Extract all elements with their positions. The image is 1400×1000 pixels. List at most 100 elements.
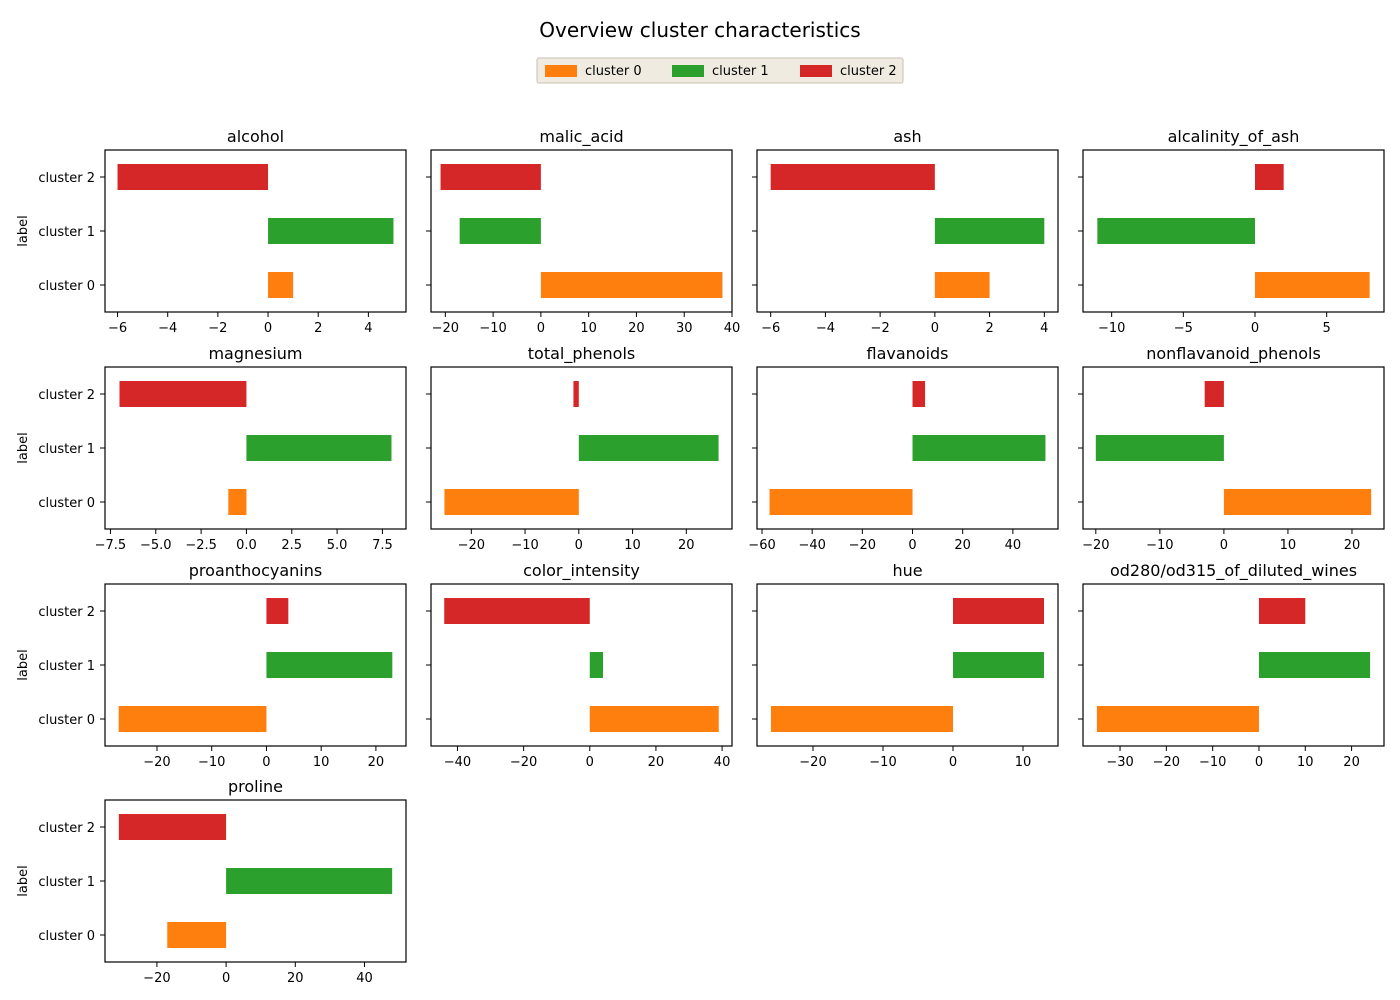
subplot-alcohol: alcohol −6 −4 −2 0 2 4 cluster 0 cluster 1 cluste… — [16, 127, 407, 336]
bar-cluster-0 — [540, 272, 723, 298]
subplot-title: total_phenols — [528, 344, 635, 364]
x-tick-label: 0 — [262, 755, 270, 770]
x-tick-label: −10 — [511, 538, 538, 553]
legend: cluster 0 cluster 1 cluster 2 — [536, 57, 904, 84]
figure-title: Overview cluster characteristics — [539, 18, 860, 42]
x-tick-label: 40 — [1005, 538, 1022, 553]
y-tick-label: cluster 0 — [38, 713, 95, 728]
x-tick-label: 10 — [313, 755, 330, 770]
x-tick-label: 20 — [954, 538, 971, 553]
x-tick-label: −20 — [458, 538, 485, 553]
bar-cluster-0 — [167, 922, 227, 948]
x-tick-label: −2.5 — [185, 538, 217, 553]
x-tick-label: 20 — [628, 321, 645, 336]
x-tick-label: −2 — [871, 321, 890, 336]
bar-cluster-1 — [1258, 652, 1371, 678]
x-tick-label: 0 — [264, 321, 272, 336]
x-tick-label: −5.0 — [140, 538, 172, 553]
bar-cluster-2 — [1258, 598, 1306, 624]
x-tick-label: −40 — [798, 538, 825, 553]
bar-cluster-1 — [589, 652, 603, 678]
x-tick-label: −20 — [143, 755, 170, 770]
x-tick-label: 20 — [287, 971, 304, 986]
x-tick-label: −4 — [816, 321, 835, 336]
subplot-total_phenols: total_phenols −20 −10 0 10 20 — [426, 344, 733, 553]
subplot-title: proanthocyanins — [189, 561, 322, 580]
bar-cluster-1 — [459, 218, 541, 244]
x-tick-label: 0 — [908, 538, 916, 553]
subplot-proanthocyanins: proanthocyanins −20 −10 0 10 20 cluster 0 clust… — [16, 561, 407, 770]
x-tick-label: −10 — [869, 755, 896, 770]
legend-swatch — [800, 65, 832, 77]
y-tick-label: cluster 1 — [38, 442, 95, 457]
subplot-title: proline — [228, 777, 283, 796]
bar-cluster-2 — [953, 598, 1044, 624]
x-tick-label: 0 — [575, 538, 583, 553]
y-tick-label: cluster 2 — [38, 821, 95, 836]
x-tick-label: −6 — [108, 321, 127, 336]
x-tick-label: 10 — [1015, 755, 1032, 770]
x-tick-label: 0 — [537, 321, 545, 336]
x-tick-label: 40 — [724, 321, 741, 336]
x-tick-label: −10 — [1199, 755, 1226, 770]
x-tick-label: 40 — [356, 971, 373, 986]
x-tick-label: 0 — [1220, 538, 1228, 553]
y-tick-label: cluster 2 — [38, 388, 95, 403]
subplot-title: od280/od315_of_diluted_wines — [1110, 561, 1357, 581]
x-tick-label: −30 — [1106, 755, 1133, 770]
x-tick-label: −20 — [1082, 538, 1109, 553]
bar-cluster-2 — [440, 164, 541, 190]
bar-cluster-2 — [119, 381, 247, 407]
bar-cluster-0 — [118, 706, 267, 732]
x-tick-label: 7.5 — [372, 538, 393, 553]
x-tick-label: 5.0 — [327, 538, 348, 553]
bar-cluster-1 — [1095, 435, 1224, 461]
subplot-title: alcalinity_of_ash — [1168, 127, 1300, 147]
x-tick-label: −10 — [198, 755, 225, 770]
subplot-magnesium: magnesium −7.5 −5.0 −2.5 0.0 2.5 5.0 7.5 cluster… — [16, 344, 407, 553]
subplot-malic_acid: malic_acid −20 −10 0 10 20 30 40 — [426, 127, 740, 336]
x-tick-label: −2 — [208, 321, 227, 336]
subplot-title: magnesium — [208, 344, 302, 363]
x-tick-label: 40 — [714, 755, 731, 770]
bar-cluster-0 — [1223, 489, 1372, 515]
y-axis-label: label — [16, 215, 31, 246]
subplot-title: malic_acid — [539, 127, 623, 147]
subplot-ash: ash −6 −4 −2 0 2 4 — [752, 127, 1059, 336]
x-tick-label: 0.0 — [236, 538, 257, 553]
bar-cluster-1 — [912, 435, 1046, 461]
y-axis-label: label — [16, 432, 31, 463]
legend-swatch — [672, 65, 704, 77]
subplot-title: ash — [893, 127, 921, 146]
bar-cluster-2 — [117, 164, 269, 190]
y-tick-label: cluster 1 — [38, 875, 95, 890]
x-tick-label: −5 — [1174, 321, 1193, 336]
x-tick-label: −20 — [849, 538, 876, 553]
x-tick-label: 0 — [222, 971, 230, 986]
bar-cluster-0 — [589, 706, 719, 732]
x-tick-label: 4 — [364, 321, 372, 336]
x-tick-label: −40 — [444, 755, 471, 770]
x-tick-label: 5 — [1323, 321, 1331, 336]
bar-cluster-2 — [912, 381, 926, 407]
bar-cluster-1 — [1097, 218, 1255, 244]
subplot-od280/od315_of_diluted_wines: od280/od315_of_diluted_wines −30 −20 −10 0 10… — [1078, 561, 1385, 770]
bar-cluster-0 — [771, 706, 953, 732]
bar-cluster-1 — [266, 652, 393, 678]
bar-cluster-0 — [444, 489, 579, 515]
bar-cluster-1 — [934, 218, 1045, 244]
x-tick-label: 10 — [1297, 755, 1314, 770]
x-tick-label: −20 — [799, 755, 826, 770]
bar-cluster-2 — [770, 164, 935, 190]
x-tick-label: 2 — [314, 321, 322, 336]
bar-cluster-2 — [1255, 164, 1284, 190]
x-tick-label: −60 — [748, 538, 775, 553]
y-tick-label: cluster 1 — [38, 225, 95, 240]
bar-cluster-1 — [953, 652, 1044, 678]
y-tick-label: cluster 0 — [38, 279, 95, 294]
y-tick-label: cluster 0 — [38, 496, 95, 511]
x-tick-label: 30 — [676, 321, 693, 336]
subplot-title: alcohol — [227, 127, 284, 146]
x-tick-label: 10 — [624, 538, 641, 553]
